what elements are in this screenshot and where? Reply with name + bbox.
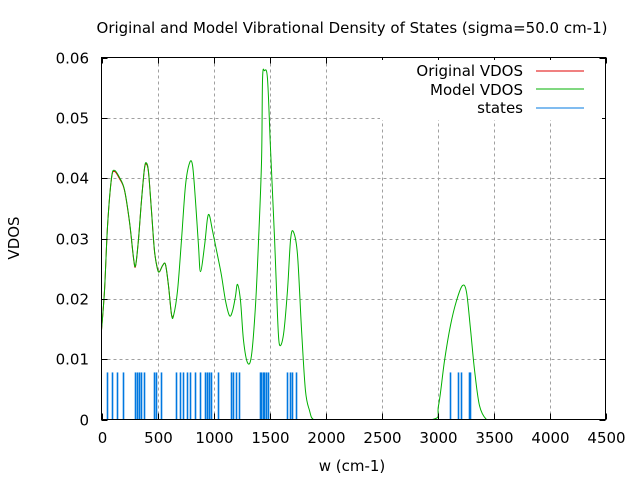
model-vdos-line [101,68,606,421]
x-tick-label: 500 [144,429,173,447]
x-axis-label: w (cm-1) [319,457,386,475]
x-tick-label: 3500 [475,429,513,447]
x-tick-label: 0 [98,429,108,447]
y-tick-label: 0.01 [56,351,89,369]
chart-title: Original and Model Vibrational Density o… [97,19,608,37]
y-tick-label: 0.03 [56,231,89,249]
legend-label-original: Original VDOS [416,62,523,80]
y-tick-label: 0.06 [56,50,89,68]
x-tick-label: 4000 [531,429,569,447]
x-tick-label: 2500 [363,429,401,447]
x-tick-label: 2000 [307,429,345,447]
y-tick-label: 0.02 [56,291,89,309]
x-tick-label: 1000 [195,429,233,447]
x-tick-label: 1500 [251,429,289,447]
legend: Original VDOS Model VDOS states [380,60,602,120]
legend-label-states: states [477,99,523,117]
x-tick-label: 3000 [419,429,457,447]
y-tick-label: 0.05 [56,110,89,128]
y-axis-label: VDOS [5,216,23,259]
x-tick-label: 4500 [587,429,625,447]
legend-label-model: Model VDOS [430,81,523,99]
plot-frame [101,57,606,420]
states-series [106,372,472,420]
y-tick-label: 0.04 [56,170,89,188]
x-tick-labels: 0 500 1000 1500 2000 2500 3000 3500 4000 4500 [98,429,626,447]
y-tick-label: 0 [79,412,89,430]
y-tick-labels: 0 0.01 0.02 0.03 0.04 0.05 0.06 [56,50,89,430]
